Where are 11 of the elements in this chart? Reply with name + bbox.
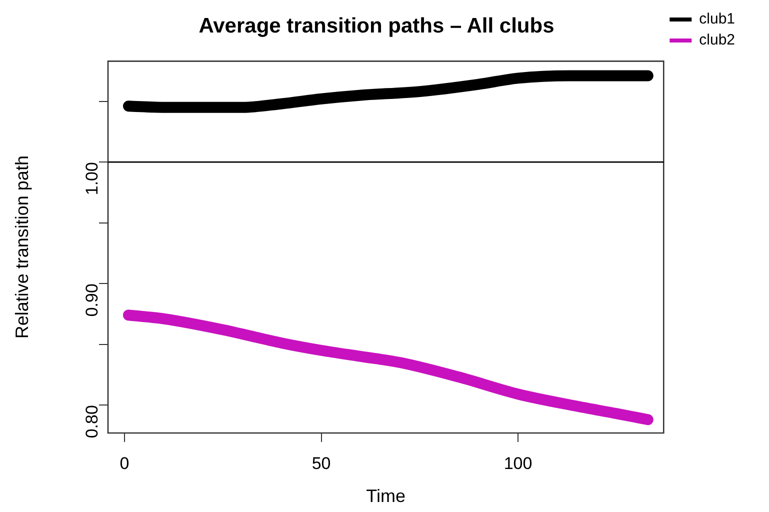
y-tick-label: 0.90 bbox=[82, 284, 102, 317]
x-tick-label: 0 bbox=[120, 454, 130, 473]
y-axis-title: Relative transition path bbox=[12, 156, 32, 339]
chart-title: Average transition paths – All clubs bbox=[198, 14, 554, 38]
y-tick-label: 0.80 bbox=[82, 405, 102, 438]
legend-label: club2 bbox=[699, 32, 735, 49]
x-tick-label: 100 bbox=[504, 454, 532, 473]
x-axis-title: Time bbox=[366, 486, 406, 506]
x-tick-label: 50 bbox=[312, 454, 331, 473]
legend-label: club1 bbox=[699, 10, 735, 28]
y-tick-label: 1.00 bbox=[82, 162, 102, 196]
